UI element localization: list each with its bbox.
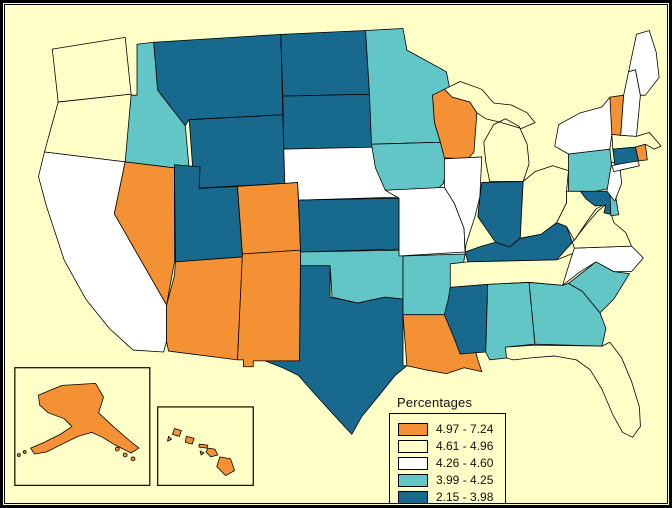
legend-swatch — [398, 491, 428, 503]
legend-item: 4.97 - 7.24 — [398, 422, 493, 437]
legend-item: 4.61 - 4.96 — [398, 439, 493, 454]
state-ak — [16, 383, 140, 462]
state-co — [237, 182, 301, 255]
inner-frame: Percentages 4.97 - 7.24 4.61 - 4.96 4.26… — [4, 4, 668, 504]
alaska-inset-box — [14, 367, 151, 486]
legend-swatch — [398, 440, 428, 453]
state-wy — [188, 114, 286, 189]
legend: Percentages 4.97 - 7.24 4.61 - 4.96 4.26… — [389, 395, 507, 504]
state-sd — [282, 93, 376, 150]
state-mi — [443, 81, 536, 182]
legend-swatch — [398, 474, 428, 487]
state-wa — [51, 36, 132, 103]
legend-item: 3.99 - 4.25 — [398, 473, 493, 488]
legend-item: 4.26 - 4.60 — [398, 456, 493, 471]
legend-swatch — [398, 457, 428, 470]
legend-title: Percentages — [397, 395, 473, 410]
state-ct — [612, 146, 639, 166]
legend-label: 4.26 - 4.60 — [436, 456, 494, 470]
legend-label: 4.97 - 7.24 — [436, 422, 494, 436]
hawaii-inset-box — [157, 406, 254, 486]
state-me — [628, 30, 660, 96]
state-nc — [562, 245, 644, 286]
legend-label: 2.15 - 3.98 — [436, 490, 494, 504]
state-fl — [505, 341, 641, 438]
state-or — [44, 93, 138, 163]
state-ks — [298, 197, 400, 253]
legend-label: 3.99 - 4.25 — [436, 473, 494, 487]
state-tx — [264, 265, 408, 435]
state-nd — [280, 30, 370, 97]
state-ia — [371, 141, 449, 191]
state-hi — [167, 428, 235, 476]
state-il — [443, 156, 483, 253]
legend-box: 4.97 - 7.24 4.61 - 4.96 4.26 - 4.60 3.99… — [389, 413, 507, 504]
legend-label: 4.61 - 4.96 — [436, 439, 494, 453]
state-in — [477, 181, 524, 248]
legend-item: 2.15 - 3.98 — [398, 490, 494, 504]
state-az — [166, 256, 243, 361]
legend-swatch — [398, 423, 428, 436]
state-pa — [568, 148, 615, 192]
state-nm — [237, 249, 301, 368]
state-va — [572, 202, 632, 249]
us-choropleth-map — [14, 28, 662, 486]
